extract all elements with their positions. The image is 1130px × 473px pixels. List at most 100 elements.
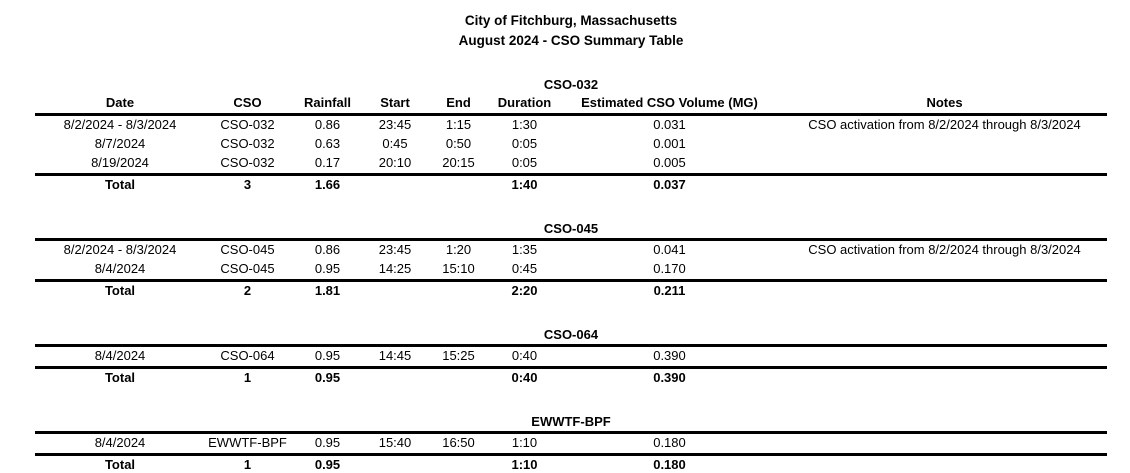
section-label: CSO-045: [543, 221, 599, 236]
table-section: EWWTF-BPF 8/4/2024 EWWTF-BPF 0.95 15:40 16:5…: [35, 413, 1107, 473]
summary-table: 8/4/2024 EWWTF-BPF 0.95 15:40 16:50 1:10 0.180…: [35, 431, 1107, 473]
table-section: CSO-064 8/4/2024 CSO-064 0.95 14:45 15:25 0:4…: [35, 326, 1107, 388]
table-cell: 8/2/2024 - 8/3/2024: [35, 238, 205, 260]
column-header: Start: [365, 94, 425, 116]
table-cell: 0:05: [511, 136, 538, 151]
table-row: 8/2/2024 - 8/3/2024 CSO-032 0.86 23:45 1:15 1…: [35, 115, 1107, 136]
table-cell: [782, 344, 1107, 368]
total-cell: [425, 453, 492, 473]
total-cell: 0.180: [557, 453, 782, 473]
table-cell: 14:25: [378, 261, 412, 276]
total-cell: [365, 366, 425, 388]
total-cell: [782, 453, 1107, 473]
table-section: CSO-045 8/2/2024 - 8/3/2024 CSO-045 0.86 23…: [35, 220, 1107, 301]
table-header-row: Date CSO Rainfall Start End Duration Estimated…: [35, 94, 1107, 116]
table-cell: 1:30: [511, 117, 538, 132]
total-cell: 1: [205, 453, 290, 473]
table-cell: 8/4/2024: [35, 431, 205, 455]
total-cell: Total: [35, 453, 205, 473]
total-cell: 1:40: [492, 173, 557, 195]
total-cell: [425, 279, 492, 301]
table-cell: CSO-045: [220, 261, 275, 276]
table-cell: 1:35: [492, 238, 557, 260]
column-header: Notes: [782, 94, 1107, 116]
table-cell: 0.17: [314, 155, 341, 170]
total-row: Total 2 1.81 2:20 0.211: [35, 279, 1107, 301]
table-cell: 0:50: [445, 136, 472, 151]
summary-table: Date CSO Rainfall Start End Duration Estimated…: [35, 94, 1107, 195]
total-cell: 0.211: [557, 279, 782, 301]
total-cell: [365, 173, 425, 195]
total-cell: [782, 366, 1107, 388]
table-cell: 0.031: [653, 117, 686, 132]
table-section: CSO-032 Date CSO Rainfall Start End Duration E…: [35, 76, 1107, 195]
section-label: CSO-032: [543, 77, 599, 92]
summary-table: 8/2/2024 - 8/3/2024 CSO-045 0.86 23:45 1:20 1…: [35, 238, 1107, 301]
table-cell: 0:40: [492, 344, 557, 368]
table-cell: 8/7/2024: [94, 136, 146, 151]
table-cell: 1:10: [492, 431, 557, 455]
total-cell: 3: [205, 173, 290, 195]
table-cell: [782, 154, 1107, 175]
total-cell: Total: [35, 366, 205, 388]
total-cell: [425, 173, 492, 195]
total-cell: 0.037: [557, 173, 782, 195]
total-cell: [782, 279, 1107, 301]
table-cell: EWWTF-BPF: [205, 431, 290, 455]
total-cell: Total: [35, 173, 205, 195]
column-header: Date: [35, 94, 205, 116]
column-header: End: [425, 94, 492, 116]
table-cell: 14:45: [365, 344, 425, 368]
table-row: 8/4/2024 EWWTF-BPF 0.95 15:40 16:50 1:10 0.180: [35, 431, 1107, 455]
table-cell: 0.180: [557, 431, 782, 455]
table-cell: 0.95: [290, 431, 365, 455]
title-block: City of Fitchburg, Massachusetts August …: [35, 0, 1107, 51]
total-cell: 0.390: [557, 366, 782, 388]
document-content: City of Fitchburg, Massachusetts August …: [35, 0, 1107, 473]
table-cell: 0.95: [314, 261, 341, 276]
table-cell: 0:45: [511, 261, 538, 276]
document-subtitle: August 2024 - CSO Summary Table: [458, 33, 684, 48]
table-row: 8/4/2024 CSO-064 0.95 14:45 15:25 0:40 0.390: [35, 344, 1107, 368]
table-row: 8/4/2024 CSO-045 0.95 14:25 15:10 0:45 0.170: [35, 260, 1107, 281]
table-cell: 15:40: [365, 431, 425, 455]
total-row: Total 1 0.95 1:10 0.180: [35, 453, 1107, 473]
column-header: Estimated CSO Volume (MG): [557, 94, 782, 116]
table-cell: 0.005: [653, 155, 686, 170]
column-header: Duration: [492, 94, 557, 116]
total-cell: 1.66: [290, 173, 365, 195]
table-cell: 0.63: [314, 136, 341, 151]
table-cell: [782, 135, 1107, 154]
table-cell: 20:10: [378, 155, 412, 170]
table-cell: 1:20: [425, 238, 492, 260]
table-cell: 1:15: [445, 117, 472, 132]
table-row: 8/7/2024 CSO-032 0.63 0:45 0:50 0:05 0.001: [35, 135, 1107, 154]
total-cell: [365, 453, 425, 473]
table-cell: 16:50: [425, 431, 492, 455]
document-title: City of Fitchburg, Massachusetts: [464, 13, 678, 28]
section-label: CSO-064: [543, 327, 599, 342]
table-cell: 8/2/2024 - 8/3/2024: [63, 117, 177, 132]
total-cell: Total: [35, 279, 205, 301]
total-cell: 2:20: [492, 279, 557, 301]
table-cell: 15:25: [425, 344, 492, 368]
total-cell: [425, 366, 492, 388]
table-cell: 8/4/2024: [35, 344, 205, 368]
total-cell: 0:40: [492, 366, 557, 388]
table-cell: 0.86: [290, 238, 365, 260]
total-cell: 0.95: [290, 366, 365, 388]
table-cell: CSO-064: [205, 344, 290, 368]
table-cell: 0.95: [290, 344, 365, 368]
total-cell: [365, 279, 425, 301]
table-cell: 0.170: [653, 261, 686, 276]
total-row: Total 1 0.95 0:40 0.390: [35, 366, 1107, 388]
table-cell: 23:45: [378, 117, 412, 132]
table-cell: 0.390: [557, 344, 782, 368]
column-header: CSO: [205, 94, 290, 116]
table-row: 8/19/2024 CSO-032 0.17 20:10 20:15 0:05 0.005: [35, 154, 1107, 175]
table-cell: CSO-032: [220, 136, 275, 151]
table-cell: 0.041: [557, 238, 782, 260]
total-cell: 1.81: [290, 279, 365, 301]
total-cell: 0.95: [290, 453, 365, 473]
